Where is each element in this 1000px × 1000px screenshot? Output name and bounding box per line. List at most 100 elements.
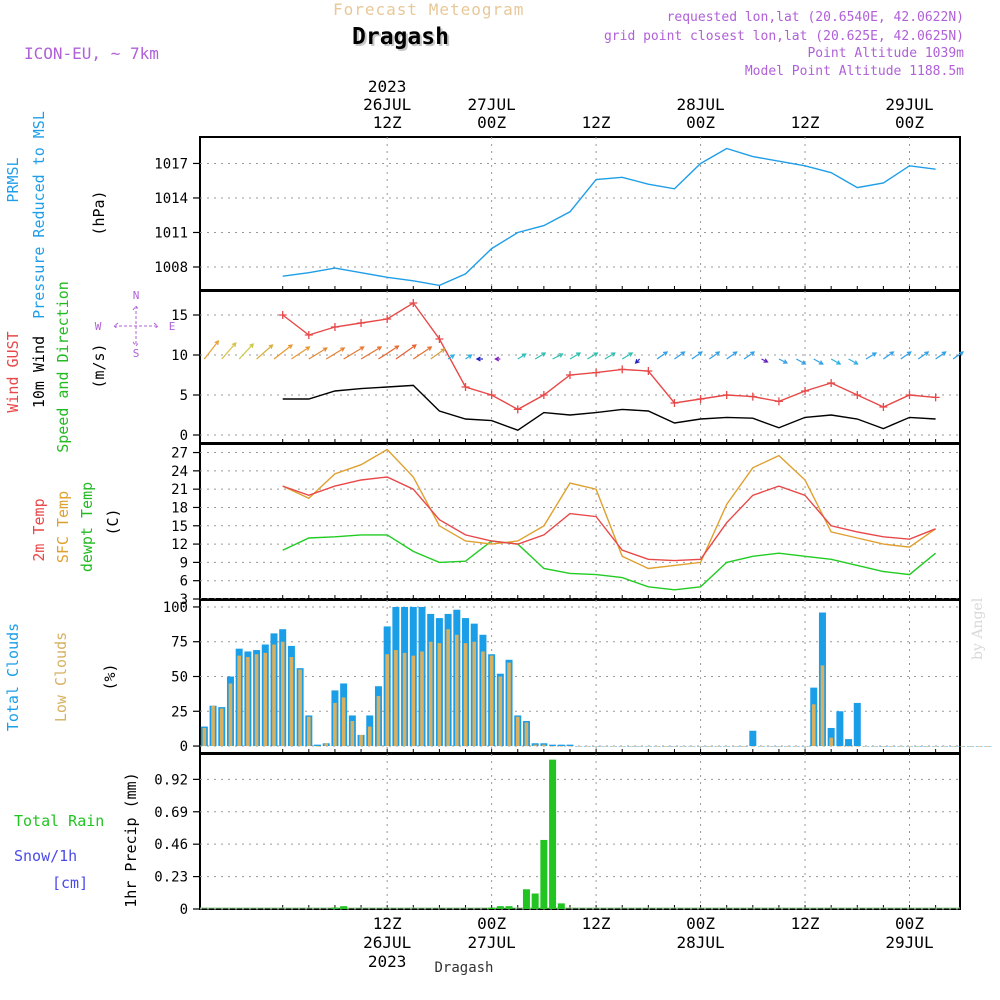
wind-ytick-label: 10 xyxy=(171,348,188,364)
total-clouds-bar xyxy=(566,744,574,747)
wind-direction-arrow xyxy=(517,353,527,360)
wind-gust-marker xyxy=(592,368,601,377)
precip-ytick-label: 0.23 xyxy=(154,870,188,886)
low-clouds-bar xyxy=(280,641,285,747)
grid-point-coords: grid point closest lon,lat (20.625E, 42.… xyxy=(603,29,964,44)
wind-direction-arrow xyxy=(569,352,582,360)
low-clouds-bar xyxy=(394,650,398,747)
compass-rose-icon xyxy=(113,305,159,347)
low-clouds-bar xyxy=(533,744,537,747)
pressure-ytick-label: 1011 xyxy=(154,225,188,241)
pressure-label-prmsl: PRMSL xyxy=(4,157,22,202)
wind-direction-arrow xyxy=(917,351,930,360)
wind-gust-marker xyxy=(931,393,940,402)
model-label: ICON-EU, ~ 7km xyxy=(24,44,159,63)
wind-speed-line xyxy=(282,384,936,431)
top-year-label: 2023 xyxy=(368,77,407,96)
wind-direction-arrow xyxy=(291,346,311,360)
rain-bar xyxy=(496,906,504,909)
wind-direction-arrow xyxy=(848,358,859,365)
temp-2m-line xyxy=(282,476,936,562)
wind-direction-arrow xyxy=(865,352,878,360)
wind-gust-marker xyxy=(827,379,836,387)
rain-bar xyxy=(531,893,539,909)
location-title: Dragash xyxy=(352,24,449,50)
rain-bar xyxy=(488,907,496,909)
wind-direction-arrow xyxy=(494,356,501,362)
low-clouds-bar xyxy=(350,721,355,747)
low-clouds-bar xyxy=(925,746,929,747)
wind-gust-line xyxy=(282,302,936,411)
low-clouds-bar xyxy=(307,716,311,747)
low-clouds-bar xyxy=(246,657,250,747)
low-clouds-bar xyxy=(524,722,529,747)
low-clouds-bar xyxy=(681,746,685,747)
wind-direction-arrow xyxy=(587,352,599,360)
wind-direction-arrow xyxy=(256,344,274,360)
wind-direction-arrow xyxy=(900,351,912,360)
low-clouds-bar xyxy=(289,657,294,747)
wind-direction-arrow xyxy=(465,354,473,360)
low-clouds-bar xyxy=(211,705,215,747)
low-clouds-bar xyxy=(977,746,981,747)
low-clouds-bar xyxy=(890,746,894,747)
pressure-ytick-label: 1014 xyxy=(154,191,188,207)
total-clouds-bar xyxy=(853,702,861,747)
dewpt-line xyxy=(282,534,937,591)
wind-gust-marker xyxy=(774,397,783,406)
low-clouds-bar xyxy=(663,746,668,747)
low-clouds-bar xyxy=(759,746,764,747)
low-clouds-bar xyxy=(472,641,477,747)
low-clouds-bar xyxy=(872,746,877,747)
low-clouds-bar xyxy=(916,746,921,747)
wind-direction-label: Speed and Direction xyxy=(54,281,72,453)
rain-bar xyxy=(505,906,513,909)
low-clouds-bar xyxy=(794,746,799,747)
bottom-hour-label: 12Z xyxy=(791,914,820,933)
temperature-ytick-label: 12 xyxy=(171,537,188,553)
wind-direction-arrow xyxy=(796,358,807,365)
low-clouds-bar xyxy=(698,746,703,747)
point-altitude: Point Altitude 1039m xyxy=(807,46,964,61)
low-clouds-bar xyxy=(672,746,677,747)
wind-direction-arrow xyxy=(238,343,255,360)
wind-gust-marker xyxy=(879,403,888,411)
requested-coords: requested lon,lat (20.6540E, 42.0622N) xyxy=(666,10,964,25)
wind-ytick-label: 15 xyxy=(171,308,188,324)
wind-direction-arrow xyxy=(534,352,547,360)
low-clouds-bar xyxy=(228,683,233,747)
wind-direction-arrow xyxy=(475,356,483,362)
low-clouds-bar xyxy=(428,641,433,747)
wind-direction-arrow xyxy=(221,342,237,360)
wind-direction-arrow xyxy=(761,358,769,363)
temperature-ytick-label: 3 xyxy=(180,592,188,608)
top-date-label: 29JUL xyxy=(885,95,933,114)
sfc-temp-label: SFC Temp xyxy=(54,491,72,563)
low-clouds-bar xyxy=(942,746,947,747)
top-hour-label: 12Z xyxy=(373,113,402,132)
low-clouds-bar xyxy=(298,669,302,747)
low-clouds-bar xyxy=(237,655,241,747)
wind-direction-arrow xyxy=(813,358,824,365)
top-date-label: 26JUL xyxy=(363,95,411,114)
low-clouds-bar xyxy=(829,737,833,747)
pressure-line xyxy=(282,147,936,287)
low-clouds-bar xyxy=(446,629,450,747)
wind-panel-frame xyxy=(199,290,961,444)
wind-gust-marker xyxy=(513,405,522,414)
model-point-altitude: Model Point Altitude 1188.5m xyxy=(744,64,964,79)
temperature-ytick-label: 24 xyxy=(171,464,188,480)
bottom-year-label: 2023 xyxy=(368,952,407,971)
wind-direction-arrow xyxy=(778,358,789,364)
wind-direction-arrow xyxy=(273,344,293,360)
low-clouds-bar xyxy=(620,746,625,747)
low-clouds-bar xyxy=(785,746,790,747)
wind-gust-marker xyxy=(461,383,470,391)
footer-location: Dragash xyxy=(434,960,493,976)
low-clouds-bar xyxy=(864,746,868,747)
wind-gust-marker xyxy=(670,399,679,407)
low-clouds-bar xyxy=(254,654,259,747)
wind-direction-arrow xyxy=(935,351,947,360)
wind-direction-arrow xyxy=(412,346,433,360)
low-clouds-bar xyxy=(219,708,224,747)
